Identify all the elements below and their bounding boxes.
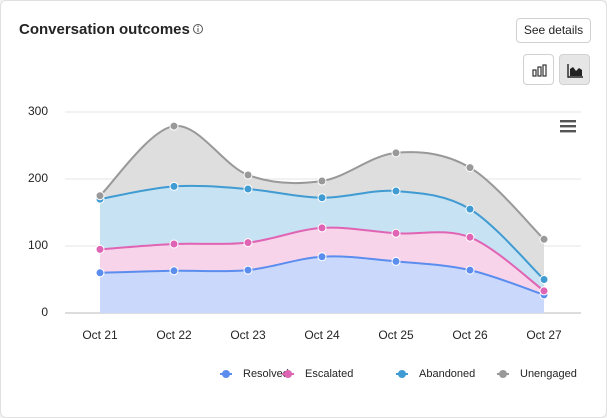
point — [465, 204, 475, 214]
point — [465, 163, 475, 173]
y-tick-label: 300 — [28, 104, 48, 118]
x-tick-label: Oct 23 — [230, 328, 266, 342]
point — [169, 239, 179, 249]
point — [169, 121, 179, 131]
legend-label: Abandoned — [419, 368, 475, 380]
point — [391, 148, 401, 158]
point — [243, 184, 253, 194]
legend-label: Resolved — [243, 368, 289, 380]
point — [317, 252, 327, 262]
area — [100, 256, 544, 313]
point — [169, 266, 179, 276]
legend-swatch — [284, 370, 292, 378]
point — [317, 176, 327, 186]
point — [539, 234, 549, 244]
area — [100, 125, 544, 280]
legend-label: Escalated — [305, 368, 353, 380]
point — [465, 265, 475, 275]
x-tick-label: Oct 26 — [452, 328, 488, 342]
point — [317, 223, 327, 233]
point — [391, 228, 401, 238]
area-icon — [567, 64, 583, 78]
point — [391, 186, 401, 196]
point — [465, 232, 475, 242]
point — [169, 181, 179, 191]
card-title: Conversation outcomes — [19, 21, 190, 38]
x-tick-label: Oct 25 — [378, 328, 414, 342]
y-tick-label: 0 — [41, 305, 48, 319]
see-details-button[interactable]: See details — [516, 18, 591, 43]
area-chart-toggle[interactable] — [559, 54, 590, 85]
legend-swatch — [398, 370, 406, 378]
point — [539, 275, 549, 284]
point — [539, 286, 549, 296]
x-tick-label: Oct 21 — [82, 328, 118, 342]
column-chart-toggle[interactable] — [523, 54, 554, 85]
point — [95, 191, 105, 201]
y-tick-label: 200 — [28, 171, 48, 185]
point — [243, 238, 253, 248]
x-tick-label: Oct 24 — [304, 328, 340, 342]
info-icon[interactable] — [193, 24, 203, 34]
x-tick-label: Oct 22 — [156, 328, 192, 342]
legend-swatch — [499, 370, 507, 378]
column-icon — [532, 64, 547, 77]
point — [95, 268, 105, 278]
point — [243, 170, 253, 180]
x-tick-label: Oct 27 — [526, 328, 562, 342]
point — [391, 256, 401, 266]
point — [95, 244, 105, 254]
point — [317, 193, 327, 203]
area — [100, 185, 544, 291]
point — [243, 265, 253, 275]
legend-swatch — [222, 370, 230, 378]
y-tick-label: 100 — [28, 238, 48, 252]
legend-label: Unengaged — [520, 368, 577, 380]
chart-menu[interactable] — [560, 120, 576, 133]
